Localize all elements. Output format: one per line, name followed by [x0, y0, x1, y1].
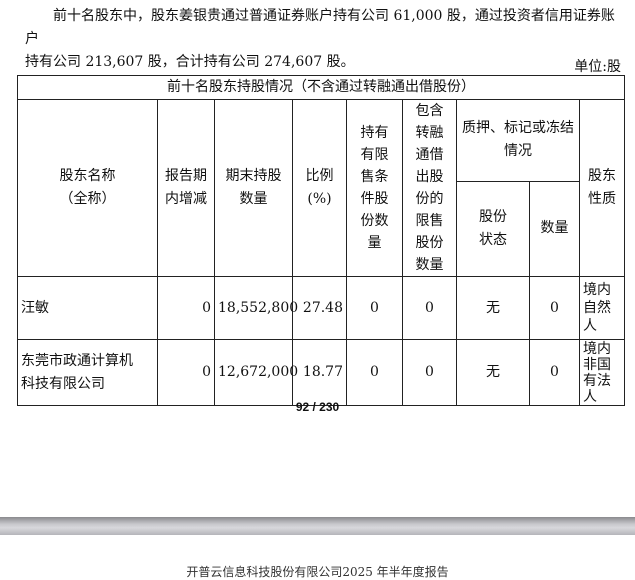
header-nature: 股东性质	[579, 99, 625, 277]
page-number: 92 / 230	[295, 400, 340, 414]
intro-paragraph: 前十名股东中，股东姜银贵通过普通证券账户持有公司 61,000 股，通过投资者信…	[25, 8, 615, 70]
table-title: 前十名股东持股情况（不含通过转融通出借股份）	[17, 75, 625, 100]
header-pledge-status: 股份状态	[456, 180, 530, 277]
header-pledge: 质押、标记或冻结情况	[456, 99, 580, 182]
header-pledge-qty: 数量	[529, 180, 580, 277]
table-row: 东莞市政通计算机科技有限公司 0 12,672,000 18.77 0 0 无 …	[17, 339, 625, 406]
header-name: 股东名称（全称）	[17, 99, 158, 277]
header-lent: 包含转融通借出股份的限售股份数量	[402, 99, 457, 277]
header-restricted: 持有有限售条件股份数量	[346, 99, 403, 277]
header-change: 报告期内增减	[157, 99, 215, 277]
header-ratio: 比例(%)	[292, 99, 347, 277]
page-separator	[0, 517, 635, 535]
top-shareholders-table: 前十名股东持股情况（不含通过转融通出借股份） 股东名称（全称） 报告期内增减 期…	[17, 75, 625, 406]
table-row: 汪敏 0 18,552,800 27.48 0 0 无 0 境内自然人	[17, 276, 625, 340]
header-held: 期末持股数量	[214, 99, 293, 277]
unit-label: 单位:股	[574, 59, 621, 75]
page-header-footer: 开普云信息科技股份有限公司2025 年半年度报告	[186, 565, 449, 579]
